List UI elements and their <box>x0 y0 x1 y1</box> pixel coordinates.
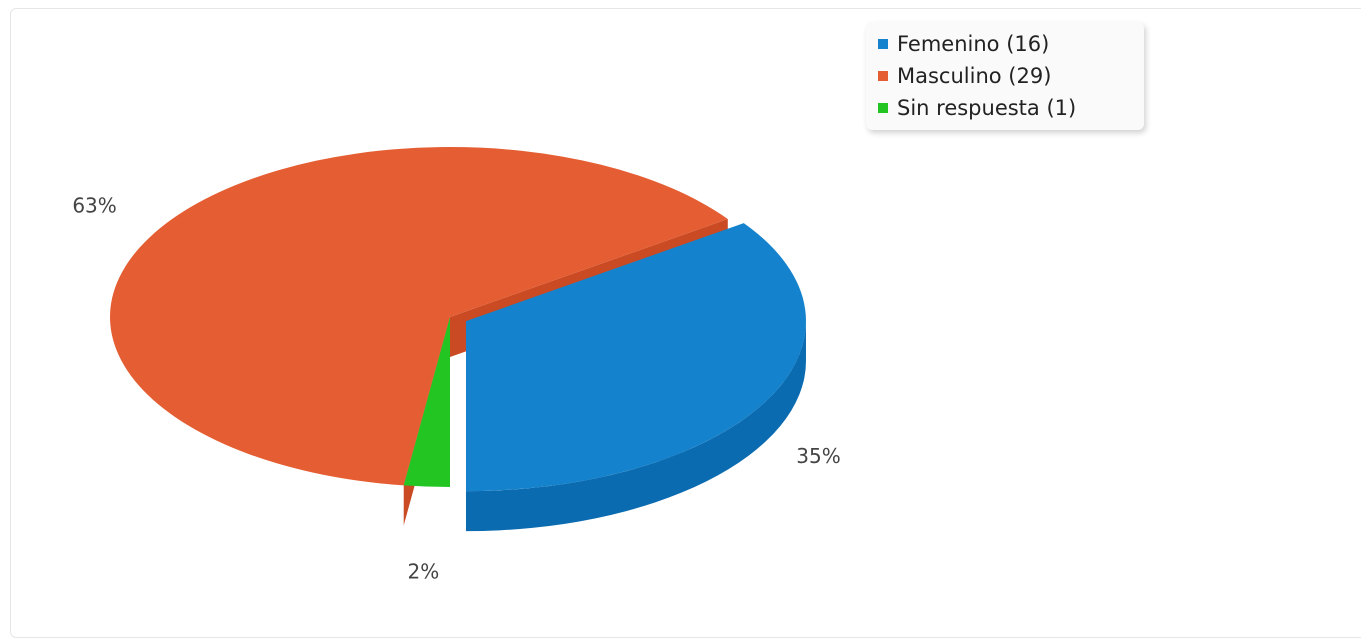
pie-slice-femenino[interactable] <box>465 223 806 492</box>
legend-swatch-masculino <box>878 71 888 81</box>
pie-label-femenino: 35% <box>796 444 840 468</box>
legend-label-femenino: Femenino (16) <box>897 32 1050 56</box>
legend-item-femenino[interactable]: Femenino (16) <box>878 28 1144 60</box>
legend-item-masculino[interactable]: Masculino (29) <box>878 60 1144 92</box>
legend-swatch-femenino <box>878 39 888 49</box>
pie-slice-sin-respuesta[interactable] <box>403 317 450 488</box>
pie-label-sin-respuesta: 2% <box>408 559 440 583</box>
legend-label-masculino: Masculino (29) <box>897 64 1052 88</box>
chart-legend: Femenino (16) Masculino (29) Sin respues… <box>866 22 1144 130</box>
pie-side-femenino <box>465 321 806 532</box>
pie-slice-masculino[interactable] <box>110 147 728 486</box>
legend-swatch-sin-respuesta <box>878 103 888 113</box>
legend-label-sin-respuesta: Sin respuesta (1) <box>897 96 1077 120</box>
pie-label-masculino: 63% <box>72 193 116 217</box>
legend-item-sin-respuesta[interactable]: Sin respuesta (1) <box>878 92 1144 124</box>
